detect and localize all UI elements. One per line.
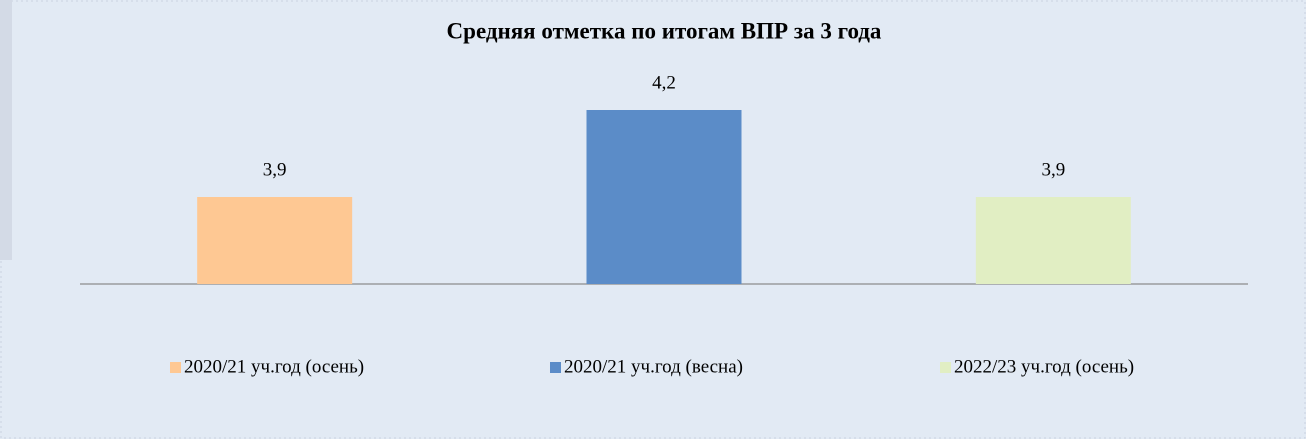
data-label: 3,9 xyxy=(263,159,287,180)
legend-label: 2020/21 уч.год (осень) xyxy=(184,356,364,377)
bar xyxy=(975,197,1131,284)
legend-swatch xyxy=(550,362,561,373)
legend-swatch xyxy=(940,362,951,373)
data-label: 3,9 xyxy=(1041,159,1065,180)
data-label: 4,2 xyxy=(652,72,676,93)
legend-swatch xyxy=(170,362,181,373)
bar xyxy=(586,110,742,284)
chart-title: Средняя отметка по итогам ВПР за 3 года xyxy=(447,18,882,43)
legend-label: 2022/23 уч.год (осень) xyxy=(954,356,1134,377)
bar xyxy=(197,197,353,284)
legend-label: 2020/21 уч.год (весна) xyxy=(564,356,743,377)
side-strip xyxy=(0,0,12,260)
